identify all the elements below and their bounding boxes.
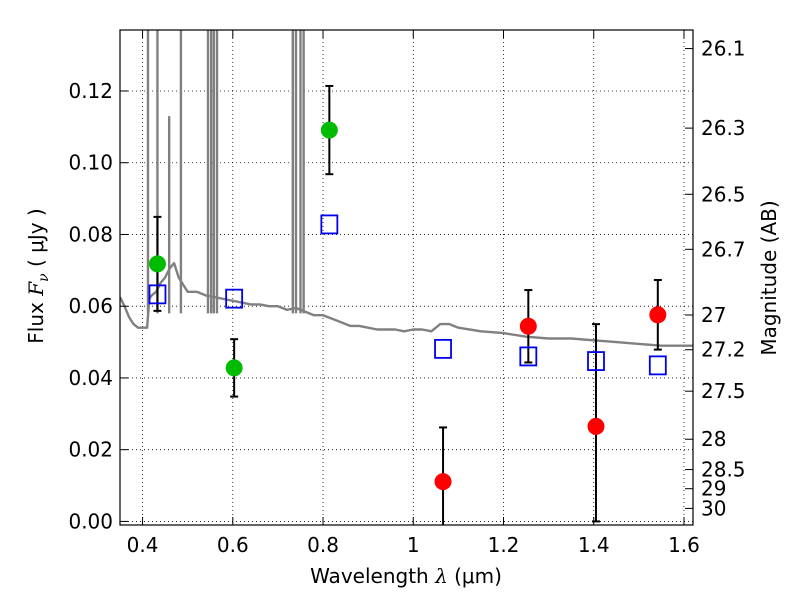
x-tick-label: 1.4 — [578, 533, 610, 557]
x-tick-label: 0.6 — [217, 533, 249, 557]
x-tick-label: 0.4 — [127, 533, 159, 557]
model-photometry-square — [519, 346, 538, 367]
model-photometry-square — [148, 284, 167, 305]
observed-point-optical — [320, 121, 338, 139]
observed-point-optical — [148, 255, 166, 273]
data-points — [148, 121, 667, 491]
plot-area — [120, 30, 693, 525]
model-photometry-square — [648, 355, 667, 376]
y2-tick-label: 27 — [701, 303, 726, 327]
x-axis: 0.4 0.6 0.8 1 1.2 1.4 1.6 — [127, 30, 700, 557]
y2-tick-label: 30 — [701, 496, 726, 520]
y-tick-label: 0.12 — [68, 79, 113, 103]
observed-point-nir — [519, 317, 537, 335]
y2-tick-label: 28 — [701, 427, 726, 451]
y2-tick-label: 26.3 — [701, 116, 746, 140]
y2-tick-label: 26.7 — [701, 237, 746, 261]
grid-lines — [120, 30, 693, 525]
observed-point-nir — [434, 473, 452, 491]
x-tick-label: 1.6 — [668, 533, 700, 557]
x-tick-label: 0.8 — [307, 533, 339, 557]
model-photometry-square — [225, 288, 244, 309]
plot-frame — [119, 29, 694, 526]
model-photometry-square — [320, 214, 339, 235]
y2-tick-label: 26.1 — [701, 37, 746, 61]
observed-point-optical — [225, 359, 243, 377]
model-photometry-square — [587, 351, 605, 371]
observed-point-nir — [587, 417, 605, 435]
x-tick-label: 1.2 — [488, 533, 520, 557]
model-photometry-square — [434, 338, 452, 359]
y2-tick-label: 27.2 — [701, 338, 746, 362]
x-tick-label: 1 — [407, 533, 420, 557]
y2-tick-label: 29 — [701, 477, 726, 501]
y2-tick-label: 27.5 — [701, 379, 746, 403]
y-tick-label: 0.02 — [68, 438, 113, 462]
y-tick-label: 0.06 — [68, 294, 113, 318]
y-axis: 0.00 0.02 0.04 0.06 0.08 0.10 0.12 — [68, 79, 128, 533]
y-tick-label: 0.08 — [68, 222, 113, 246]
y-tick-label: 0.10 — [68, 151, 113, 175]
x-axis-label: Wavelength λ (μm) — [310, 564, 502, 588]
y-axis-label: Flux Fν ( μJy ) — [24, 208, 52, 343]
y2-tick-label: 26.5 — [701, 182, 746, 206]
y2-tick-label: 28.5 — [701, 458, 746, 482]
right-axis-label: Magnitude (AB) — [757, 200, 781, 355]
y-tick-label: 0.00 — [68, 509, 113, 533]
observed-point-nir — [649, 306, 667, 324]
y-tick-label: 0.04 — [68, 366, 113, 390]
